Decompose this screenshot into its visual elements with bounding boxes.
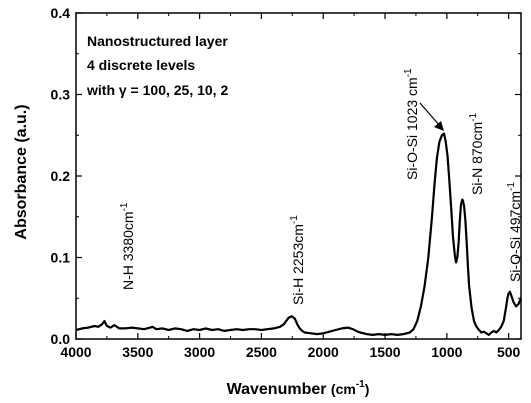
y-axis-ticks: 0.0 0.1 0.2 0.3 0.4 (51, 5, 521, 347)
peak-label-sih-sup: -1 (289, 215, 300, 224)
annotation-block: Nanostructured layer 4 discrete levels w… (86, 33, 228, 98)
peak-label-siosi-1023-sup: -1 (403, 68, 414, 77)
spectrum-line-0 (75, 132, 523, 336)
x-axis-ticks: 4000 3500 3000 2500 2000 1500 1000 500 (60, 13, 521, 360)
peak-label-siosi-497-sup: -1 (506, 182, 517, 191)
peak-label-sih-text: Si-H 2253cm (290, 224, 306, 305)
peak-label-siosi-497: Si-O-Si 497cm-1 (506, 182, 523, 282)
x-tick-label: 1000 (431, 344, 462, 360)
peak-label-siosi-497-text: Si-O-Si 497cm (507, 191, 523, 282)
x-axis-title-unit: (cm (331, 381, 356, 397)
peak-label-nh-text: N-H 3380cm (120, 211, 136, 290)
x-axis-title-unit-close: ) (365, 381, 370, 397)
peak-label-sin-text: Si-N 870cm (469, 122, 485, 195)
y-tick-label: 0.2 (51, 168, 71, 184)
x-tick-label: 3500 (122, 344, 153, 360)
x-tick-label: 500 (497, 344, 521, 360)
annotation-line-1: Nanostructured layer (87, 33, 228, 49)
peak-label-siosi-1023-text: Si-O-Si 1023 cm (404, 77, 420, 180)
annotation-line-3: with γ = 100, 25, 10, 2 (86, 82, 228, 98)
peak-label-nh-sup: -1 (119, 202, 130, 211)
peak-label-nh: N-H 3380cm-1 (119, 202, 136, 290)
y-tick-label: 0.1 (51, 250, 71, 266)
series-layer (75, 132, 523, 336)
x-tick-label: 2000 (308, 344, 339, 360)
peak-label-siosi-1023: Si-O-Si 1023 cm-1 (403, 68, 420, 180)
x-tick-label: 1500 (369, 344, 400, 360)
peak-label-sin: Si-N 870cm-1 (468, 113, 485, 195)
x-axis-title-unit-sup: -1 (356, 379, 365, 390)
x-tick-label: 4000 (60, 344, 91, 360)
x-tick-label: 2500 (246, 344, 277, 360)
peak-label-sih: Si-H 2253cm-1 (289, 215, 306, 305)
annotation-line-2: 4 discrete levels (87, 57, 195, 73)
x-axis-title-main: Wavenumber (227, 381, 327, 398)
peak-arrow (419, 102, 444, 131)
x-axis-title: Wavenumber (cm-1) (227, 379, 370, 398)
y-axis-title: Absorbance (a.u.) (13, 104, 30, 239)
peak-label-sin-sup: -1 (468, 113, 479, 122)
x-tick-label: 3000 (184, 344, 215, 360)
y-tick-label: 0.3 (51, 87, 71, 103)
y-tick-label: 0.4 (51, 5, 71, 21)
y-tick-label: 0.0 (51, 331, 71, 347)
